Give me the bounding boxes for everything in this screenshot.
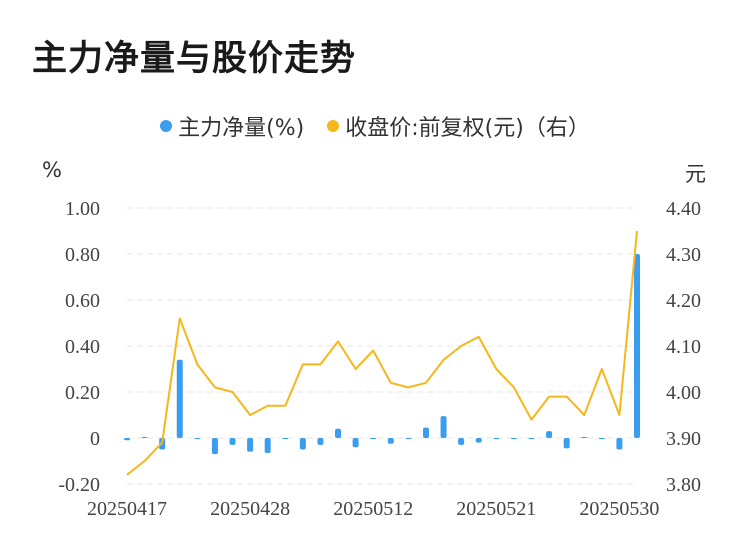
bar	[211, 438, 218, 455]
y-right-tick-label: 4.10	[666, 336, 701, 358]
bar	[124, 438, 130, 441]
legend-label-net-volume: 主力净量(%)	[178, 116, 305, 141]
right-axis-unit: 元	[685, 162, 706, 186]
x-tick-label: 20250428	[210, 498, 290, 520]
bar	[634, 254, 640, 438]
axis-labels: -0.20 0 0.20 0.40 0.60 0.80 1.00 3.80 3.90 4.00 4.…	[58, 198, 701, 520]
y-left-tick-label: 0.20	[65, 382, 100, 404]
bar	[405, 438, 412, 440]
y-left-tick-label: 0.60	[65, 290, 100, 312]
left-axis-unit: %	[42, 158, 62, 182]
chart-title: 主力净量与股价走势	[32, 39, 357, 79]
legend-dot-line-icon	[327, 120, 340, 132]
line-series	[126, 230, 638, 476]
x-tick-label: 20250530	[579, 498, 659, 520]
bar	[247, 438, 254, 452]
bar	[370, 438, 377, 440]
bar-series	[124, 254, 640, 455]
y-left-tick-label: -0.20	[58, 474, 100, 496]
y-left-tick-label: 0	[90, 428, 100, 450]
bar	[598, 438, 605, 440]
bar	[616, 438, 623, 450]
bar	[335, 428, 342, 438]
bar	[387, 438, 394, 444]
close-price-line	[126, 230, 638, 476]
bar	[493, 438, 500, 440]
legend-dot-bar-icon	[160, 120, 173, 132]
bar	[176, 359, 183, 438]
y-right-tick-label: 4.20	[666, 290, 701, 312]
bar	[229, 438, 236, 445]
y-right-tick-label: 3.90	[666, 428, 701, 450]
grid-lines	[127, 207, 637, 485]
bar	[458, 438, 465, 445]
bar	[317, 438, 324, 445]
bar	[510, 438, 517, 440]
y-right-tick-label: 4.40	[666, 198, 701, 220]
x-tick-label: 20250417	[87, 498, 167, 520]
bar	[141, 436, 148, 438]
legend-item-close-price[interactable]: 收盘价:前复权(元)（右）	[327, 110, 590, 142]
bar	[282, 438, 289, 440]
y-left-tick-label: 1.00	[65, 198, 100, 220]
bar	[352, 438, 359, 448]
bar	[528, 438, 535, 440]
bar	[581, 436, 588, 438]
y-right-tick-label: 4.30	[666, 244, 701, 266]
legend-label-close-price: 收盘价:前复权(元)（右）	[345, 116, 590, 141]
y-left-tick-label: 0.80	[65, 244, 100, 266]
bar	[546, 431, 553, 438]
y-right-tick-label: 4.00	[666, 382, 701, 404]
chart-legend: 主力净量(%) 收盘价:前复权(元)（右）	[0, 110, 750, 142]
y-right-tick-label: 3.80	[666, 474, 701, 496]
legend-item-net-volume[interactable]: 主力净量(%)	[160, 110, 304, 142]
bar	[440, 416, 447, 438]
bar	[264, 438, 271, 453]
x-tick-label: 20250521	[456, 498, 536, 520]
bar	[475, 438, 482, 443]
y-left-tick-label: 0.40	[65, 336, 100, 358]
bar	[194, 438, 201, 440]
x-tick-label: 20250512	[333, 498, 413, 520]
bar	[422, 427, 429, 438]
bar	[299, 438, 306, 450]
bar	[563, 438, 570, 449]
